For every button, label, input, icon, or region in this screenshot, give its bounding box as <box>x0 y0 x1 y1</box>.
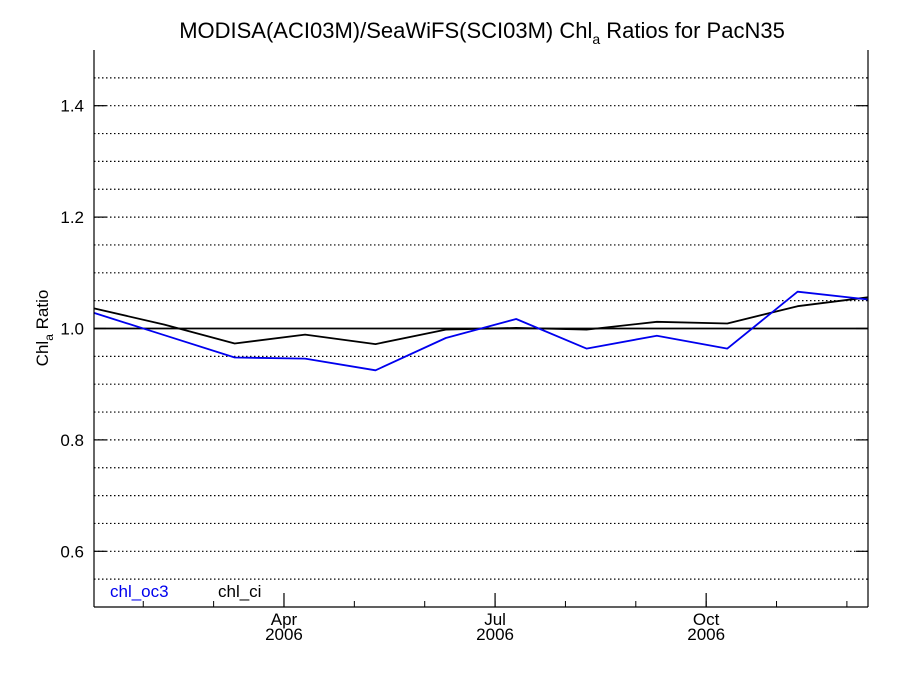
legend: chl_oc3 chl_ci <box>110 582 261 601</box>
legend-label-chl_ci: chl_ci <box>218 582 261 601</box>
legend-label-chl_oc3: chl_oc3 <box>110 582 169 601</box>
y-ticks: 0.6 0.8 1.0 1.2 1.4 <box>60 97 868 561</box>
y-tick-label: 0.6 <box>60 542 84 561</box>
x-tick-label-year: 2006 <box>265 625 303 644</box>
y-tick-label: 1.0 <box>60 320 84 339</box>
grid-lines <box>94 77 868 580</box>
x-tick-label-year: 2006 <box>476 625 514 644</box>
chart-title-subscript: a <box>592 31 600 47</box>
x-tick-label-month: Jul <box>484 610 506 629</box>
y-tick-label: 0.8 <box>60 431 84 450</box>
y-tick-label: 1.2 <box>60 208 84 227</box>
series-line-chl_ci <box>93 296 869 346</box>
x-tick-label-year: 2006 <box>687 625 725 644</box>
series-line-chl_oc3 <box>93 290 869 372</box>
y-tick-label: 1.4 <box>60 97 84 116</box>
x-tick-label-month: Apr <box>271 610 298 629</box>
x-tick-label-month: Oct <box>693 610 720 629</box>
series-lines <box>93 290 869 372</box>
chart-title: MODISA(ACI03M)/SeaWiFS(SCI03M) Chla Rati… <box>179 18 785 47</box>
y-axis-label: Chla Ratio <box>33 290 56 367</box>
